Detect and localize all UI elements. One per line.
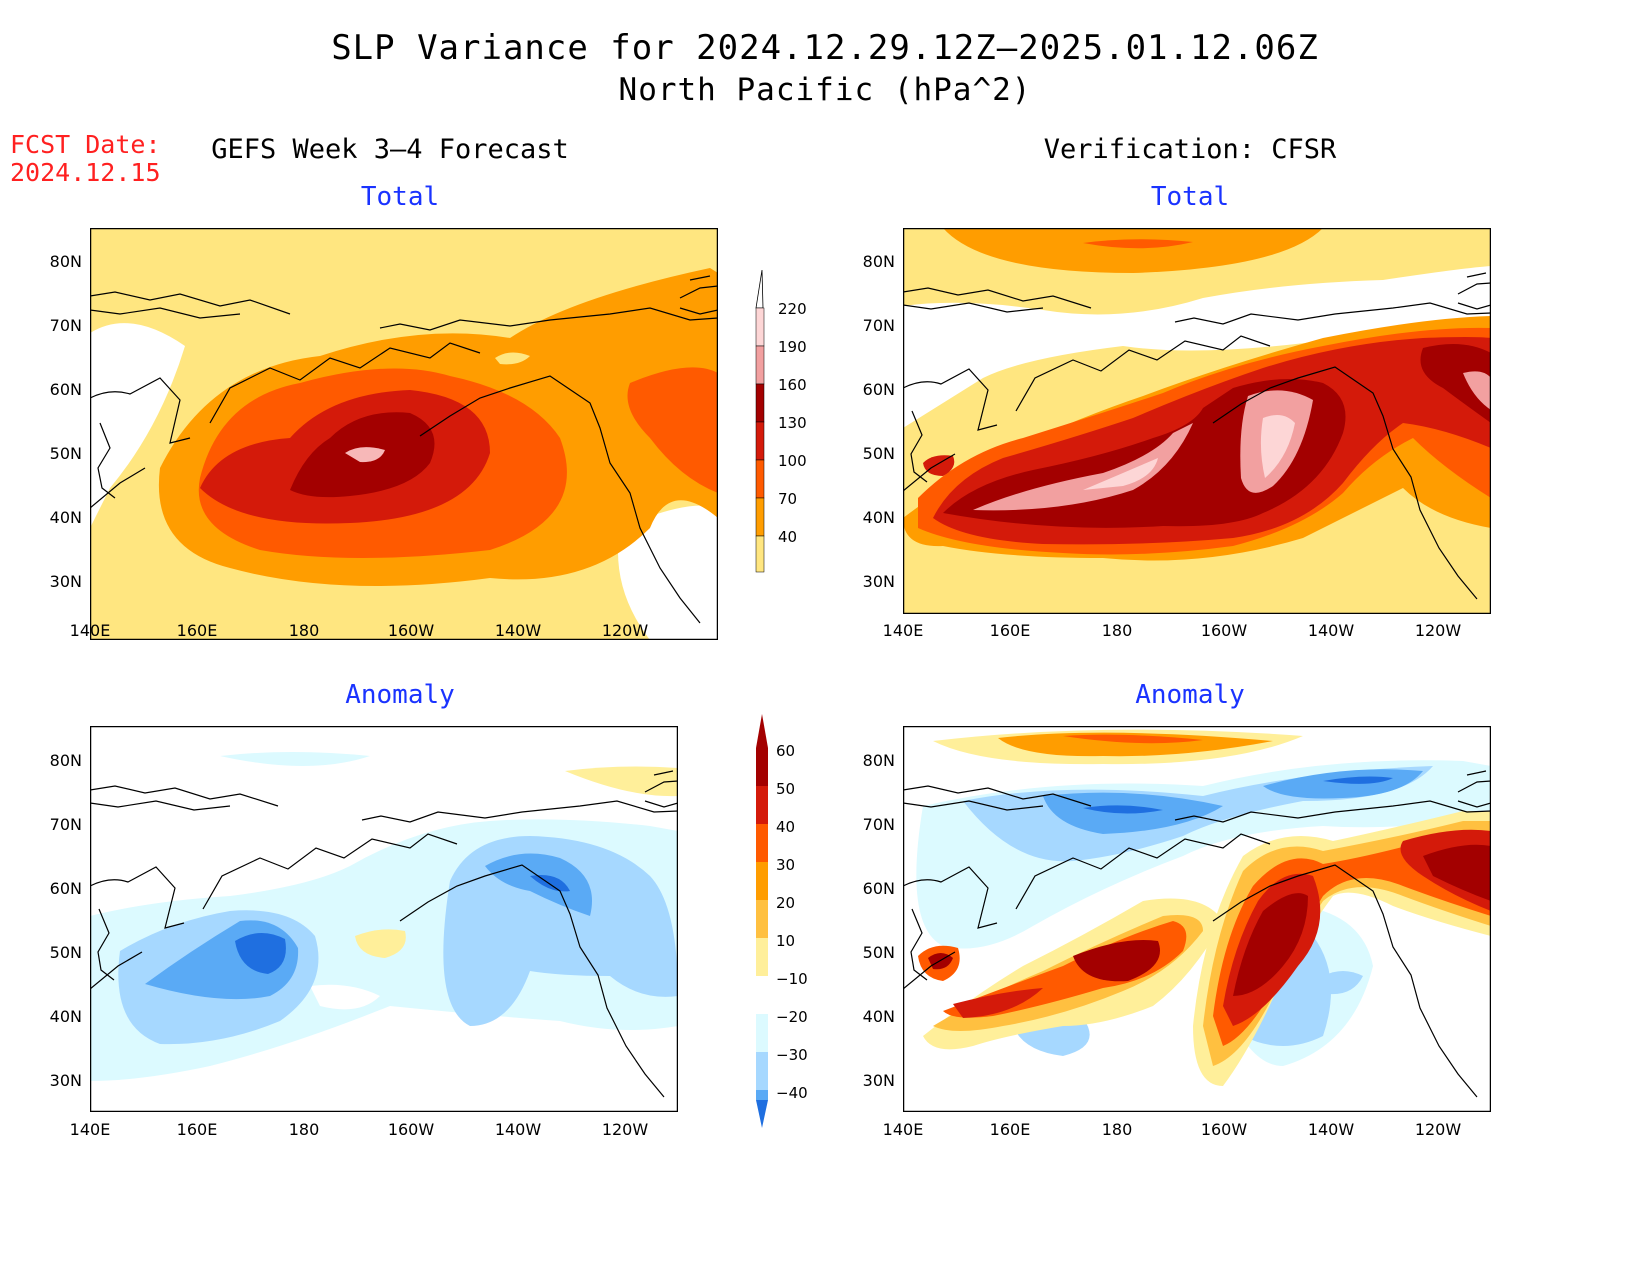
lon-label: 140W [1307, 1120, 1355, 1139]
lon-label: 120W [601, 621, 649, 640]
lat-label: 40N [862, 1007, 895, 1026]
colorbar-anomaly-label: −40 [776, 1084, 808, 1102]
lat-label: 70N [862, 316, 895, 335]
lat-label: 80N [49, 751, 82, 770]
lat-label: 30N [862, 1071, 895, 1090]
lat-label: 70N [49, 316, 82, 335]
lon-label: 120W [601, 1120, 649, 1139]
lat-label: 50N [49, 444, 82, 463]
lon-label: 140E [882, 1120, 924, 1139]
column-title-verification: Verification: CFSR [1043, 134, 1337, 165]
lon-label: 160W [1200, 621, 1248, 640]
colorbar-anomaly-label: −20 [776, 1008, 808, 1026]
colorbar-total-label: 160 [778, 376, 807, 394]
lon-label: 180 [288, 1120, 320, 1139]
colorbar-total [752, 268, 772, 580]
lat-label: 50N [862, 943, 895, 962]
lat-label: 80N [862, 751, 895, 770]
lon-label: 180 [1101, 1120, 1133, 1139]
lat-label: 70N [862, 815, 895, 834]
lat-label: 40N [862, 508, 895, 527]
lon-label: 140W [1307, 621, 1355, 640]
lat-label: 30N [49, 1071, 82, 1090]
main-title: SLP Variance for 2024.12.29.12Z—2025.01.… [331, 28, 1319, 68]
lat-label: 60N [862, 879, 895, 898]
lat-label: 50N [862, 444, 895, 463]
lon-label: 160W [1200, 1120, 1248, 1139]
lon-label: 160E [176, 621, 218, 640]
lon-label: 160E [176, 1120, 218, 1139]
lat-label: 60N [862, 380, 895, 399]
colorbar-total-label: 40 [778, 528, 798, 546]
main-subtitle: North Pacific (hPa^2) [618, 72, 1032, 108]
lon-label: 160E [989, 621, 1031, 640]
lat-label: 60N [49, 380, 82, 399]
map-forecast-total [90, 228, 718, 640]
colorbar-total-label: 70 [778, 490, 798, 508]
colorbar-anomaly [752, 712, 772, 1136]
colorbar-total-label: 190 [778, 338, 807, 356]
lon-label: 140E [69, 621, 111, 640]
column-title-forecast: GEFS Week 3—4 Forecast [211, 134, 569, 165]
lon-label: 180 [1101, 621, 1133, 640]
lon-label: 140E [69, 1120, 111, 1139]
subtitle-forecast-anomaly: Anomaly [345, 680, 455, 710]
lon-label: 140E [882, 621, 924, 640]
colorbar-anomaly-label: 50 [776, 780, 796, 798]
lat-label: 40N [49, 508, 82, 527]
colorbar-anomaly-label: 60 [776, 742, 796, 760]
map-verification-anomaly [903, 726, 1531, 1138]
colorbar-anomaly-label: 10 [776, 932, 796, 950]
colorbar-total-label: 100 [778, 452, 807, 470]
colorbar-anomaly-label: 30 [776, 856, 796, 874]
lat-label: 40N [49, 1007, 82, 1026]
lon-label: 120W [1414, 1120, 1462, 1139]
lat-label: 30N [862, 572, 895, 591]
lat-label: 80N [49, 252, 82, 271]
subtitle-forecast-total: Total [360, 182, 440, 212]
map-forecast-anomaly [90, 726, 718, 1138]
lat-label: 30N [49, 572, 82, 591]
lon-label: 140W [494, 621, 542, 640]
fcst-date-label: FCST Date: [10, 130, 161, 159]
lon-label: 160E [989, 1120, 1031, 1139]
subtitle-verification-anomaly: Anomaly [1135, 680, 1245, 710]
lat-label: 70N [49, 815, 82, 834]
lon-label: 160W [387, 1120, 435, 1139]
colorbar-anomaly-label: −30 [776, 1046, 808, 1064]
subtitle-verification-total: Total [1150, 182, 1230, 212]
lat-label: 60N [49, 879, 82, 898]
lon-label: 180 [288, 621, 320, 640]
lat-label: 50N [49, 943, 82, 962]
colorbar-anomaly-label: 20 [776, 894, 796, 912]
fcst-date-value: 2024.12.15 [10, 158, 161, 187]
colorbar-anomaly-label: 40 [776, 818, 796, 836]
colorbar-total-label: 130 [778, 414, 807, 432]
lon-label: 140W [494, 1120, 542, 1139]
colorbar-total-label: 220 [778, 300, 807, 318]
colorbar-anomaly-label: −10 [776, 970, 808, 988]
map-verification-total [903, 228, 1531, 640]
lon-label: 160W [387, 621, 435, 640]
lon-label: 120W [1414, 621, 1462, 640]
lat-label: 80N [862, 252, 895, 271]
